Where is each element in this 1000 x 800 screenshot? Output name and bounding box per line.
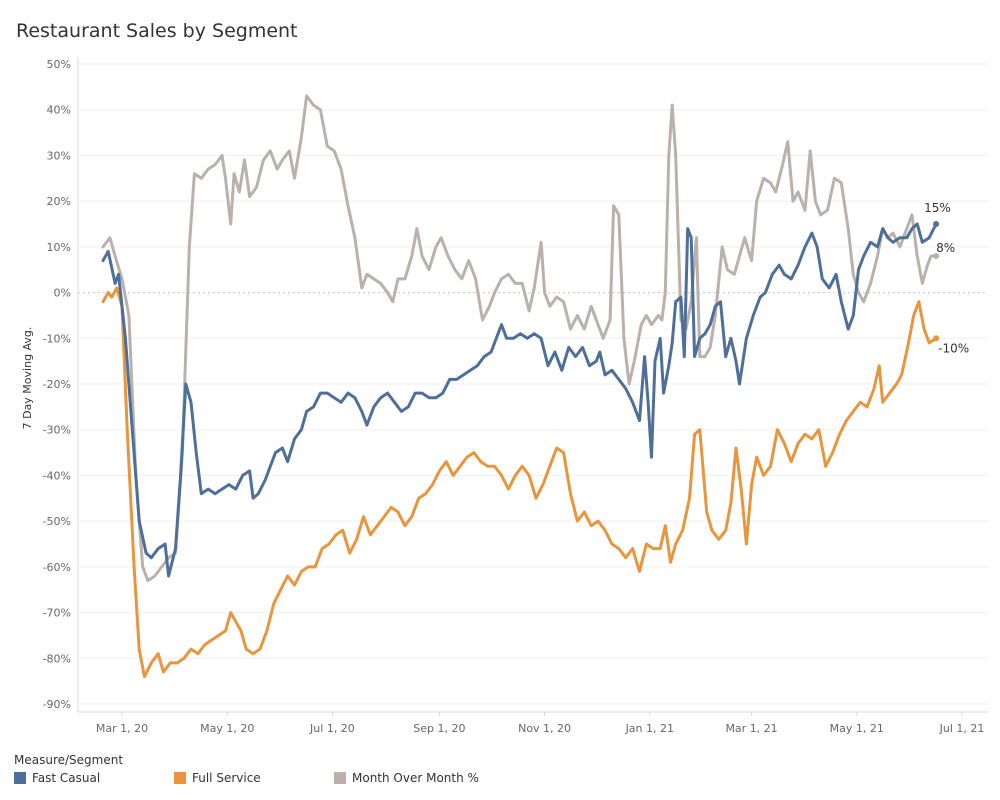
legend-item-fast-casual[interactable]: Fast Casual — [14, 771, 174, 785]
legend-title: Measure/Segment — [14, 753, 124, 767]
series-line-fast-casual[interactable] — [101, 222, 938, 578]
x-tick-label: Jan 1, 21 — [625, 722, 674, 735]
legend-label: Fast Casual — [32, 771, 101, 785]
y-tick-label: 30% — [47, 149, 71, 162]
line-chart: 50% 40% 30% 20% 10% 0% -10% -20% -30% -40% -50% -60… — [21, 57, 988, 735]
x-tick-label: Nov 1, 20 — [518, 722, 571, 735]
y-tick-label: -90% — [43, 698, 71, 711]
y-tick-label: 10% — [47, 241, 71, 254]
series-line-full-service[interactable] — [101, 286, 938, 679]
series-lines — [101, 94, 940, 679]
x-tick-label: May 1, 20 — [200, 722, 254, 735]
y-tick-label: -70% — [43, 607, 71, 620]
end-label-fast-casual: 15% — [924, 201, 951, 215]
end-label-full-service: -10% — [938, 341, 969, 355]
legend-label: Full Service — [192, 771, 261, 785]
legend-swatch-month-over-month — [334, 772, 346, 784]
y-tick-label: 20% — [47, 195, 71, 208]
x-tick-label: Jul 1, 21 — [939, 722, 985, 735]
x-tick-label: Mar 1, 21 — [725, 722, 777, 735]
legend-item-full-service[interactable]: Full Service — [174, 771, 334, 785]
series-end-point-month-over-month[interactable] — [933, 253, 940, 259]
y-axis: 50% 40% 30% 20% 10% 0% -10% -20% -30% -40% -50% -60… — [43, 58, 71, 711]
legend-swatch-fast-casual — [14, 772, 26, 784]
y-tick-label: -30% — [43, 424, 71, 437]
y-axis-title: 7 Day Moving Avg. — [21, 327, 34, 430]
y-tick-label: -50% — [43, 515, 71, 528]
legend-items: Fast Casual Full Service Month Over Mont… — [14, 771, 479, 785]
series-end-point-full-service[interactable] — [933, 335, 940, 342]
x-axis: Mar 1, 20 May 1, 20 Jul 1, 20 Sep 1, 20 Nov … — [96, 712, 985, 735]
y-tick-label: -20% — [43, 378, 71, 391]
chart-title: Restaurant Sales by Segment — [16, 20, 298, 42]
grid-lines — [77, 57, 988, 713]
x-tick-label: Jul 1, 20 — [309, 722, 355, 735]
legend-label: Month Over Month % — [352, 771, 479, 785]
y-tick-label: 40% — [47, 104, 71, 117]
y-tick-label: 0% — [54, 287, 71, 300]
legend-item-month-over-month[interactable]: Month Over Month % — [334, 771, 479, 785]
y-tick-label: -40% — [43, 469, 71, 482]
series-end-point-fast-casual[interactable] — [933, 221, 940, 227]
end-label-month-over-month: 8% — [936, 241, 955, 255]
x-tick-label: Mar 1, 20 — [96, 722, 148, 735]
y-tick-label: -80% — [43, 652, 71, 665]
x-tick-label: Sep 1, 20 — [413, 722, 465, 735]
y-tick-label: 50% — [47, 58, 71, 71]
legend-swatch-full-service — [174, 772, 186, 784]
y-tick-label: -10% — [43, 332, 71, 345]
legend: Measure/Segment Fast Casual Full Service… — [14, 753, 479, 785]
series-line-month-over-month[interactable] — [101, 94, 938, 583]
end-labels: 15% 8% -10% — [924, 201, 969, 355]
x-tick-label: May 1, 21 — [830, 722, 884, 735]
y-tick-label: -60% — [43, 561, 71, 574]
